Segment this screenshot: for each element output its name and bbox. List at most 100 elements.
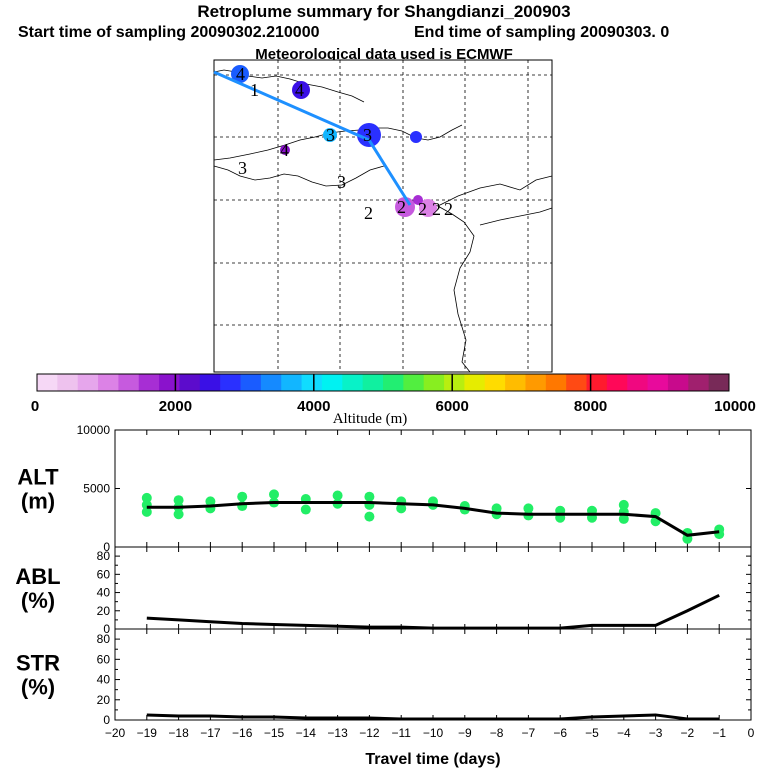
cluster-point [395,197,415,217]
x-tick-label: −6 [553,726,567,740]
time-series-panels: 1000050000ALT(m)806040200ABL(%)806040200… [15,423,754,768]
colorbar-swatch [37,374,58,391]
x-tick-label: −13 [327,726,348,740]
alt-data-point [173,495,184,506]
map-coastlines [213,69,553,373]
x-tick-label: −8 [490,726,504,740]
colorbar-swatch [667,374,689,391]
trajectory-label: 3 [363,125,372,145]
sampling-start: Start time of sampling 20090302.210000 [18,24,320,41]
x-tick-label: −3 [649,726,663,740]
x-tick-label: −7 [522,726,536,740]
colorbar-frame [36,373,730,392]
colorbar-tick-label: 0 [31,398,39,415]
alt-data-point [269,489,279,500]
y-tick-label: 60 [97,567,111,581]
trajectory-label: 3 [238,158,247,178]
colorbar-swatch [321,374,343,391]
trajectory-label: 2 [364,203,373,223]
alt-data-point [396,503,407,514]
colorbar-tick-label: 2000 [159,398,192,415]
panel-ylabel-unit: (%) [21,675,55,700]
colorbar-swatch [57,374,79,391]
x-tick-label: −19 [137,726,158,740]
colorbar-swatch [586,374,608,391]
colorbar-swatch [159,374,180,391]
alt-data-point [300,504,311,515]
x-tick-label: −16 [232,726,253,740]
x-tick-label: −15 [264,726,285,740]
x-tick-label: −18 [168,726,189,740]
alt-data-point [205,496,216,507]
colorbar-tick-label: 10000 [714,398,756,415]
x-axis-label: Travel time (days) [365,751,500,768]
y-tick-label: 40 [97,673,111,687]
trajectory-label: 2 [418,199,427,219]
trajectory-label: 2 [432,199,441,219]
alt-data-point [618,513,629,524]
map-frame [213,59,553,373]
colorbar-swatch [566,374,588,391]
x-tick-label: −11 [391,726,411,740]
x-tick-label: −9 [458,726,472,740]
colorbar-swatch [179,374,201,391]
alt-data-point [364,491,375,502]
x-tick-label: 0 [748,726,755,740]
y-tick-label: 0 [103,622,110,636]
colorbar-swatch [545,374,567,391]
colorbar-swatch [688,374,710,391]
colorbar-swatch [281,374,303,391]
y-tick-label: 10000 [77,423,111,437]
alt-data-point [523,503,534,514]
colorbar-swatch [403,374,425,391]
cluster-point [231,65,249,83]
cluster-point [413,195,423,205]
x-tick-label: −10 [423,726,444,740]
met-data-label: Meteorological data used is ECMWF [255,46,513,63]
alt-data-point [141,506,152,517]
panel-ylabel-unit: (%) [21,588,55,613]
x-tick-label: −17 [200,726,221,740]
cluster-point [410,131,422,143]
trajectory-label: 3 [326,125,335,145]
series-line [146,713,720,721]
chart-title: Retroplume summary for Shangdianzi_20090… [197,2,571,21]
x-tick-label: −1 [712,726,726,740]
y-tick-label: 5000 [83,482,110,496]
colorbar-swatch [647,374,669,391]
x-tick-label: −12 [359,726,380,740]
trajectory-label: 2 [397,197,406,217]
colorbar-swatch [260,374,282,391]
alt-data-point [173,509,184,520]
y-tick-label: 0 [103,713,110,727]
trajectory-map: 4 1 4 3 3 4 3 3 2 2 2 2 2 [213,59,553,373]
colorbar-swatch [505,374,526,391]
x-tick-label: −2 [681,726,695,740]
panel-frame [114,628,752,721]
mean-trajectory [213,70,412,206]
colorbar-tick-label: 4000 [297,398,330,415]
colorbar-swatch [301,374,323,391]
x-tick-label: −14 [296,726,317,740]
colorbar-swatch [240,374,262,391]
altitude-colorbar: 0 2000 4000 6000 8000 10000 [31,373,756,415]
alt-median-line [146,501,720,537]
y-tick-label: 80 [97,632,111,646]
trajectory-label: 2 [444,199,453,219]
trajectory-label: 4 [280,140,289,160]
x-tick-label: −20 [105,726,126,740]
trajectory-label: 3 [337,172,346,192]
y-tick-label: 20 [97,604,111,618]
panel-ylabel-unit: (m) [21,489,55,514]
colorbar-swatch [464,374,486,391]
cluster-point [280,145,290,155]
y-tick-label: 20 [97,693,111,707]
colorbar-swatch [98,374,119,391]
colorbar-swatch [220,374,242,391]
sampling-end: End time of sampling 20090303. 0 [414,24,670,41]
colorbar-swatch [444,374,465,391]
colorbar-swatch [423,374,445,391]
colorbar-tick-label: 6000 [436,398,469,415]
